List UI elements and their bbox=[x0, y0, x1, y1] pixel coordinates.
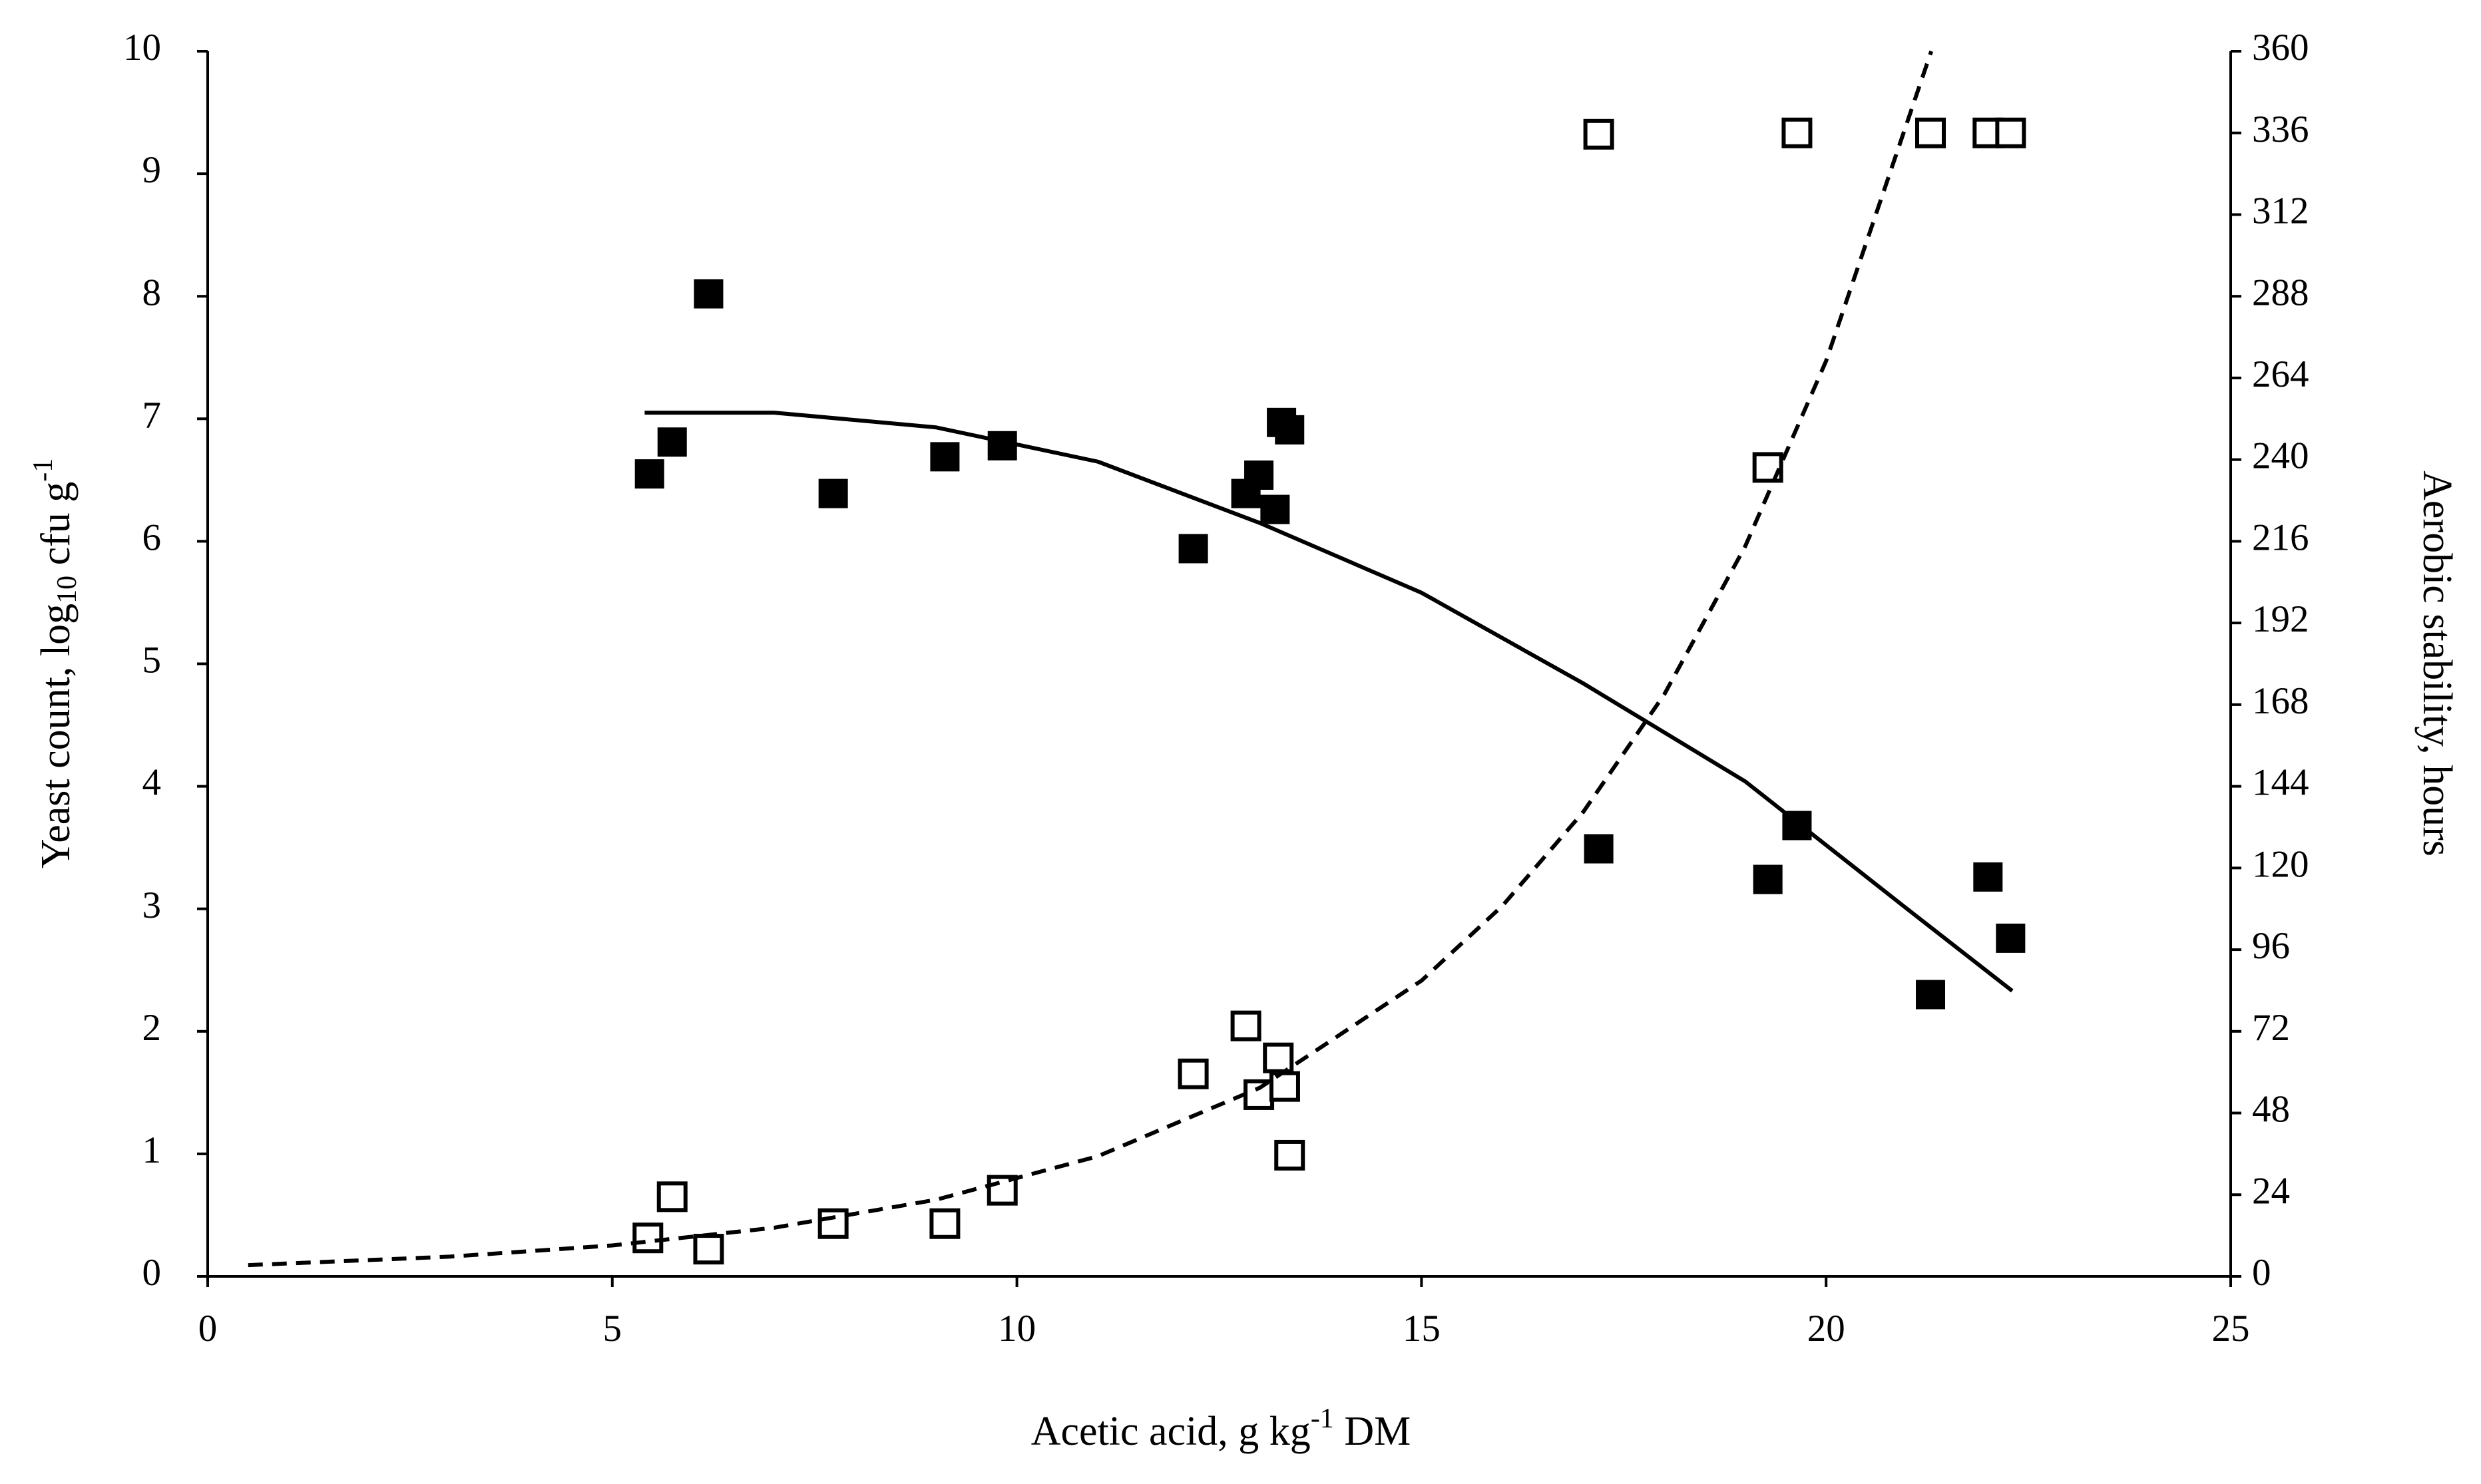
y2-tick-label: 120 bbox=[2252, 843, 2309, 885]
filled-square-point bbox=[1275, 415, 1305, 445]
y2-tick-label: 288 bbox=[2252, 272, 2309, 313]
y2-tick-label: 24 bbox=[2252, 1170, 2290, 1212]
open-square-point bbox=[693, 1234, 724, 1265]
y2-tick-label: 240 bbox=[2252, 435, 2309, 477]
filled-square-point bbox=[987, 431, 1017, 461]
x-tick-label: 25 bbox=[2212, 1308, 2250, 1350]
fit-curve bbox=[644, 411, 2014, 993]
filled-square-point bbox=[1916, 980, 1946, 1010]
y2-tick-label: 216 bbox=[2252, 516, 2309, 558]
y-tick-label: 10 bbox=[123, 27, 161, 69]
x-axis-title-part: DM bbox=[1334, 1409, 1411, 1454]
x-tick-label: 15 bbox=[1403, 1308, 1441, 1350]
y2-tick-label: 312 bbox=[2252, 190, 2309, 232]
y2-tick-label: 264 bbox=[2252, 353, 2309, 395]
open-square-point bbox=[987, 1175, 1018, 1206]
y-tick-label: 1 bbox=[142, 1129, 162, 1171]
filled-square-point bbox=[1244, 460, 1274, 490]
y2-tick-label: 0 bbox=[2252, 1252, 2271, 1294]
filled-square-point bbox=[657, 427, 687, 457]
y-tick-label: 2 bbox=[142, 1007, 162, 1049]
y2-tick-label: 72 bbox=[2252, 1007, 2290, 1049]
x-axis-title-sup: -1 bbox=[1311, 1403, 1334, 1434]
x-axis-title: Acetic acid, g kg-1 DM bbox=[1031, 1403, 1411, 1455]
open-square-point bbox=[1274, 1139, 1305, 1171]
x-tick-label: 10 bbox=[998, 1308, 1036, 1350]
y2-tick-label: 192 bbox=[2252, 598, 2309, 640]
x-tick-label: 20 bbox=[1807, 1308, 1845, 1350]
filled-square-point bbox=[1996, 923, 2026, 953]
y-tick-label: 5 bbox=[142, 640, 162, 681]
fit-curve bbox=[248, 51, 1934, 1268]
y-tick-label: 6 bbox=[142, 516, 162, 558]
y-tick-label: 7 bbox=[142, 394, 162, 436]
y-tick-label: 0 bbox=[142, 1252, 162, 1294]
open-square-point bbox=[929, 1208, 961, 1239]
y2-tick-label: 360 bbox=[2252, 27, 2309, 69]
filled-square-point bbox=[818, 478, 848, 508]
open-square-point bbox=[1263, 1042, 1294, 1073]
y2-tick-label: 96 bbox=[2252, 925, 2290, 967]
x-tick-label: 5 bbox=[603, 1308, 622, 1350]
open-square-point bbox=[1915, 117, 1946, 148]
y-tick-label: 4 bbox=[142, 762, 162, 804]
y2-tick-label: 144 bbox=[2252, 762, 2309, 804]
filled-square-point bbox=[1178, 534, 1208, 564]
y-axis-title-sup: -1 bbox=[28, 459, 59, 482]
open-square-point bbox=[1583, 118, 1614, 150]
y-tick-label: 8 bbox=[142, 272, 162, 313]
y2-tick-label: 48 bbox=[2252, 1089, 2290, 1131]
filled-square-point bbox=[1973, 862, 2003, 892]
open-square-point bbox=[1243, 1079, 1275, 1110]
open-square-point bbox=[1995, 117, 2026, 148]
filled-square-point bbox=[694, 279, 724, 309]
filled-square-point bbox=[930, 442, 960, 472]
y-axis-title: Yeast count, log10 cfu g-1 bbox=[28, 459, 83, 869]
y2-tick-label: 336 bbox=[2252, 108, 2309, 150]
y-tick-label: 3 bbox=[142, 884, 162, 926]
x-axis-title-part: Acetic acid, g kg bbox=[1031, 1409, 1311, 1454]
y-axis-title-part: cfu g bbox=[33, 482, 79, 576]
open-square-point bbox=[1178, 1058, 1209, 1089]
y-axis-title-sub: 10 bbox=[52, 576, 83, 604]
x-tick-label: 0 bbox=[198, 1308, 218, 1350]
filled-square-point bbox=[634, 459, 664, 489]
open-square-point bbox=[817, 1208, 849, 1239]
y2-axis-title: Aerobic stability, hours bbox=[2414, 470, 2460, 856]
y2-tick-label: 168 bbox=[2252, 680, 2309, 722]
open-square-point bbox=[656, 1181, 688, 1212]
open-square-point bbox=[632, 1222, 664, 1254]
open-square-point bbox=[1230, 1010, 1261, 1041]
filled-square-point bbox=[1753, 864, 1783, 894]
filled-square-point bbox=[1584, 834, 1614, 864]
open-square-point bbox=[1781, 117, 1813, 148]
filled-square-point bbox=[1260, 494, 1290, 524]
y-axis-title-part: Yeast count, log bbox=[33, 604, 79, 868]
open-square-point bbox=[1269, 1071, 1300, 1102]
y-tick-label: 9 bbox=[142, 149, 162, 191]
